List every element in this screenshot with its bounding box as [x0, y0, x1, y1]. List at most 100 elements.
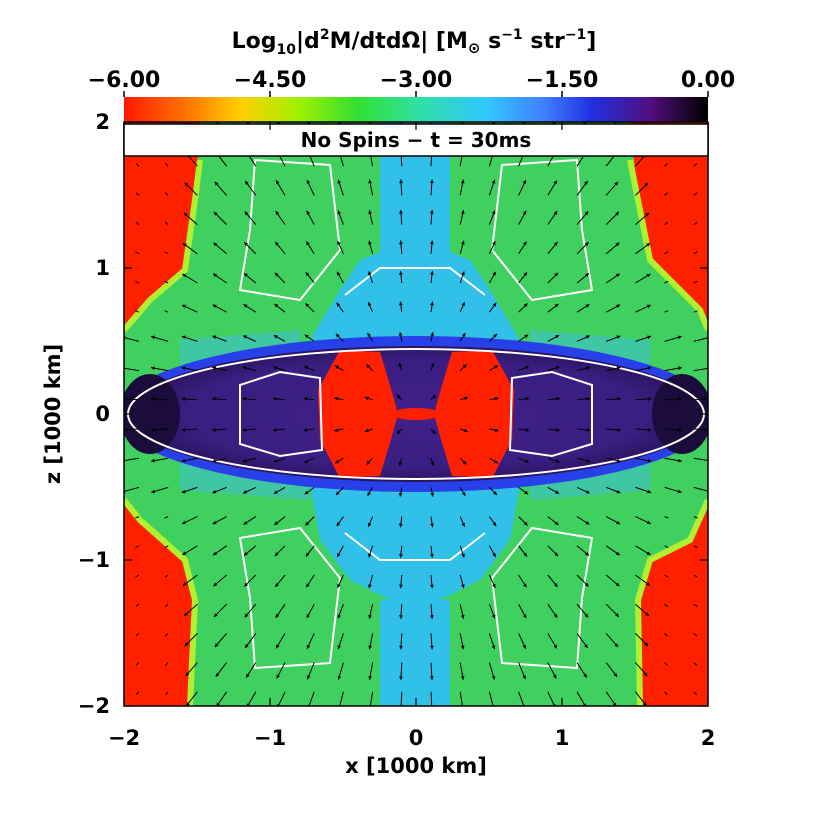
velocity-arrowhead [367, 491, 372, 496]
contour-lower-left [238, 526, 342, 670]
velocity-arrowhead [555, 490, 560, 494]
velocity-arrowhead [396, 394, 401, 399]
velocity-arrowhead [397, 430, 401, 435]
velocity-arrowhead [213, 551, 218, 556]
velocity-arrow [135, 280, 140, 284]
velocity-arrowhead [677, 335, 682, 340]
velocity-arrowhead [273, 396, 277, 401]
velocity-arrowhead [493, 365, 498, 370]
velocity-arrow [164, 516, 169, 519]
velocity-arrowhead [337, 675, 342, 680]
colorbar-tick-label: −3.00 [380, 68, 453, 93]
velocity-arrowhead [367, 302, 372, 307]
velocity-arrowhead [181, 427, 186, 432]
velocity-arrowhead [523, 521, 528, 526]
region-fringe [124, 159, 708, 706]
velocity-arrow [135, 163, 140, 167]
velocity-arrowhead [306, 675, 311, 680]
velocity-arrowhead [182, 582, 187, 586]
velocity-arrow [664, 221, 669, 225]
velocity-arrowhead [554, 272, 559, 277]
velocity-arrowhead [646, 273, 651, 278]
velocity-arrowhead [492, 241, 496, 246]
velocity-arrowhead [584, 242, 589, 247]
velocity-arrowhead [243, 520, 248, 525]
velocity-arrowhead [151, 335, 156, 340]
velocity-arrowhead [274, 552, 279, 557]
velocity-arrowhead [334, 459, 339, 464]
velocity-arrowhead [213, 211, 218, 216]
y-tick-label: 1 [95, 256, 110, 280]
velocity-arrowhead [616, 304, 621, 309]
y-tick-label: 0 [95, 402, 110, 426]
velocity-arrowhead [214, 181, 219, 186]
velocity-arrowhead [184, 642, 189, 647]
velocity-arrowhead [274, 303, 279, 308]
velocity-arrowhead [213, 242, 218, 247]
chart-title: No Spins − t = 30ms [301, 128, 532, 152]
velocity-arrow [664, 251, 669, 255]
velocity-arrowhead [398, 492, 403, 497]
velocity-arrow [693, 398, 708, 401]
velocity-arrowhead [525, 428, 530, 432]
velocity-arrowhead [491, 675, 496, 680]
velocity-arrowhead [366, 364, 371, 369]
velocity-arrowhead [585, 335, 590, 339]
velocity-arrowhead [553, 613, 558, 618]
velocity-arrowhead [399, 584, 403, 589]
colorbar: −6.00 −4.50 −3.00 −1.50 0.00 [88, 68, 735, 122]
velocity-arrowhead [181, 335, 186, 340]
velocity-arrowhead [461, 553, 465, 558]
contour-inner-left [239, 370, 324, 458]
velocity-arrow [693, 337, 708, 342]
velocity-arrowhead [614, 643, 618, 648]
velocity-arrowhead [586, 366, 591, 370]
velocity-arrowhead [335, 333, 340, 338]
velocity-arrowhead [555, 459, 560, 463]
velocity-arrowhead [615, 242, 620, 247]
velocity-arrowhead [460, 210, 465, 215]
velocity-arrowhead [616, 335, 621, 340]
velocity-arrowhead [303, 428, 308, 432]
velocity-arrowhead [303, 396, 308, 401]
velocity-arrow [664, 192, 668, 196]
velocity-arrowhead [430, 492, 435, 497]
y-axis: 2 1 0 −1 −2 [78, 110, 708, 718]
velocity-arrowhead [430, 271, 434, 275]
velocity-arrowhead [524, 365, 529, 370]
velocity-arrowhead [553, 241, 558, 246]
velocity-arrowhead [678, 397, 682, 401]
velocity-arrowhead [212, 366, 216, 370]
velocity-arrowhead [275, 211, 280, 216]
velocity-arrowhead [244, 613, 249, 618]
velocity-arrowhead [612, 702, 617, 706]
velocity-arrowhead [337, 553, 341, 558]
velocity-arrowhead [212, 335, 217, 339]
velocity-arrowhead [460, 676, 465, 680]
velocity-arrowhead [273, 428, 277, 432]
velocity-arrowhead [306, 241, 310, 246]
velocity-arrowhead [368, 271, 372, 276]
velocity-arrowhead [273, 459, 278, 463]
velocity-arrowhead [429, 676, 434, 680]
velocity-arrowhead [554, 521, 559, 525]
velocity-arrowhead [337, 614, 342, 619]
velocity-arrowhead [304, 334, 309, 339]
velocity-arrowhead [181, 366, 186, 371]
velocity-arrowhead [337, 241, 341, 246]
velocity-arrowhead [304, 365, 309, 370]
velocity-arrowhead [243, 335, 248, 339]
y-axis-label: z [1000 km] [41, 344, 65, 484]
velocity-arrowhead [242, 459, 247, 463]
velocity-arrowhead [368, 179, 373, 184]
velocity-arrowhead [305, 552, 310, 557]
velocity-arrowhead [368, 553, 372, 558]
velocity-arrow [664, 545, 669, 549]
velocity-arrowhead [337, 210, 341, 215]
velocity-arrowhead [150, 427, 155, 432]
velocity-arrowhead [492, 522, 497, 527]
velocity-arrow [135, 603, 140, 607]
velocity-arrowhead [494, 428, 499, 433]
colorbar-gradient [124, 97, 708, 122]
